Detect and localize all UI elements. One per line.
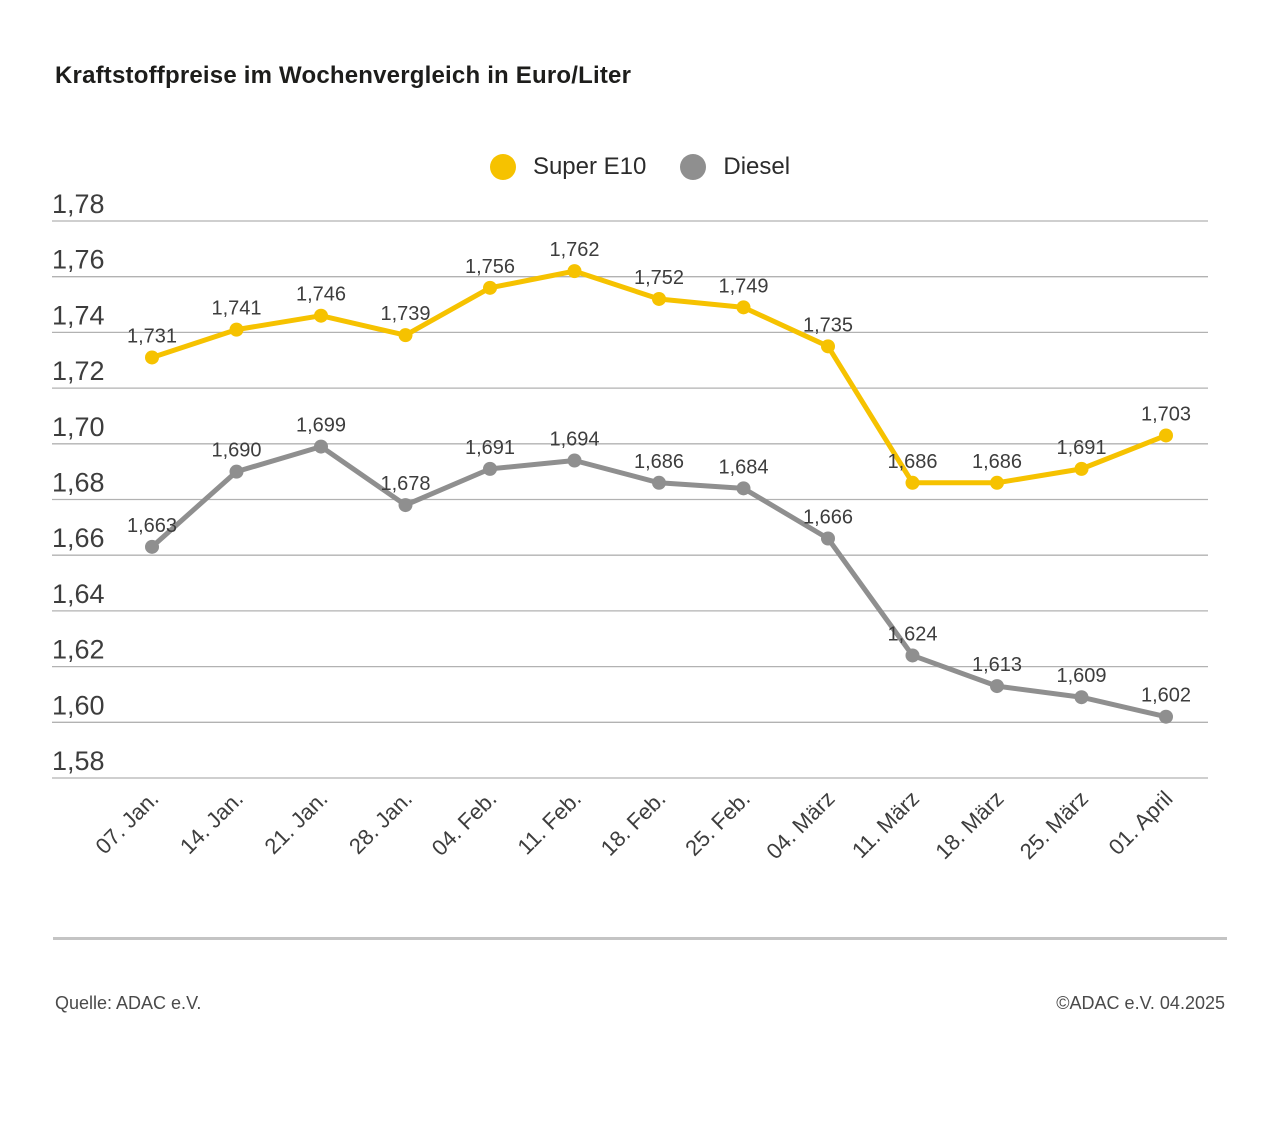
data-point-label: 1,666 — [803, 506, 853, 528]
data-point-label: 1,746 — [296, 284, 346, 306]
x-axis-tick-label: 11. Feb. — [512, 786, 586, 860]
x-axis-tick-label: 25. März — [1015, 786, 1093, 864]
y-axis-tick-label: 1,78 — [52, 189, 105, 219]
data-point-label: 1,678 — [380, 473, 430, 495]
data-point-marker — [567, 264, 582, 279]
data-point-label: 1,694 — [549, 429, 599, 451]
data-point-marker — [1159, 428, 1173, 443]
data-point-marker — [736, 300, 751, 315]
data-point-marker — [905, 648, 920, 663]
y-axis-tick-label: 1,58 — [52, 746, 105, 776]
data-point-label: 1,624 — [887, 623, 937, 645]
data-point-marker — [1074, 461, 1089, 476]
legend-marker-diesel-icon — [680, 154, 707, 180]
data-point-marker — [398, 498, 413, 513]
data-point-marker — [821, 531, 835, 546]
chart-title: Kraftstoffpreise im Wochenvergleich in E… — [55, 62, 632, 89]
x-axis-tick-label: 21. Jan. — [260, 786, 333, 859]
data-point-marker — [990, 679, 1004, 694]
data-point-label: 1,762 — [549, 239, 599, 261]
y-axis-tick-label: 1,60 — [52, 690, 105, 720]
y-axis-tick-label: 1,68 — [52, 468, 105, 498]
x-axis-tick-label: 01. April — [1104, 786, 1178, 860]
data-point-label: 1,684 — [718, 456, 768, 478]
data-point-label: 1,752 — [634, 267, 684, 289]
data-point-marker — [229, 464, 244, 479]
data-point-label: 1,613 — [972, 654, 1022, 676]
data-point-label: 1,663 — [127, 515, 177, 537]
data-point-label: 1,602 — [1141, 685, 1191, 707]
data-point-marker — [314, 439, 328, 454]
data-point-label: 1,686 — [972, 451, 1022, 473]
legend-item-diesel: Diesel — [680, 153, 790, 181]
fuel-price-line-chart: 1,78 1,76 1,74 1,72 1,70 1,68 1,66 1,64 1,62 1,60… — [52, 189, 1208, 864]
data-point-marker — [483, 280, 497, 295]
data-point-marker — [821, 339, 835, 354]
data-point-marker — [736, 481, 751, 496]
x-axis-tick-label: 04. Feb. — [427, 786, 502, 861]
data-point-label: 1,699 — [296, 415, 346, 437]
data-point-marker — [652, 291, 666, 306]
x-axis-tick-label: 25. Feb. — [680, 786, 755, 861]
data-point-label: 1,739 — [380, 303, 430, 325]
x-axis-tick-label: 18. März — [930, 786, 1008, 864]
legend-label-super-e10: Super E10 — [532, 153, 647, 180]
x-axis-tick-label: 11. März — [847, 786, 924, 863]
legend-item-super-e10: Super E10 — [489, 153, 647, 181]
x-axis-tick-label: 14. Jan. — [175, 786, 248, 859]
footer-divider — [53, 937, 1227, 940]
copyright-label: ©ADAC e.V. 04.2025 — [1056, 993, 1225, 1013]
x-axis-tick-label: 18. Feb. — [596, 786, 671, 861]
data-point-label: 1,735 — [803, 314, 853, 336]
y-axis-tick-label: 1,64 — [52, 579, 105, 609]
data-point-marker — [398, 328, 413, 343]
data-point-label: 1,756 — [465, 256, 515, 278]
data-point-marker — [314, 308, 328, 323]
data-point-label: 1,686 — [887, 451, 937, 473]
data-point-label: 1,731 — [127, 325, 177, 347]
data-point-marker — [1074, 690, 1089, 705]
x-axis-tick-label: 28. Jan. — [344, 786, 417, 859]
data-point-marker — [905, 475, 920, 490]
data-point-marker — [990, 475, 1004, 490]
source-label: Quelle: ADAC e.V. — [55, 993, 202, 1013]
y-axis-tick-label: 1,76 — [52, 245, 105, 275]
legend-marker-super-e10-icon — [489, 154, 516, 180]
x-axis-tick-label: 07. Jan. — [91, 786, 164, 859]
data-point-label: 1,703 — [1141, 403, 1191, 425]
chart-legend: Super E10 Diesel — [0, 153, 1280, 181]
data-point-label: 1,609 — [1056, 665, 1106, 687]
y-axis-tick-label: 1,62 — [52, 635, 105, 665]
data-point-marker — [652, 475, 666, 490]
data-point-label: 1,691 — [465, 437, 515, 459]
y-axis-tick-label: 1,72 — [52, 356, 105, 386]
data-point-marker — [229, 322, 244, 337]
data-point-marker — [1159, 709, 1173, 724]
legend-label-diesel: Diesel — [723, 153, 791, 180]
data-point-label: 1,690 — [211, 440, 261, 462]
data-point-label: 1,749 — [718, 275, 768, 297]
y-axis-tick-label: 1,66 — [52, 523, 105, 553]
y-axis-tick-label: 1,70 — [52, 412, 105, 442]
data-point-label: 1,741 — [211, 298, 261, 320]
data-point-marker — [145, 350, 159, 365]
data-point-label: 1,691 — [1056, 437, 1106, 459]
y-axis-tick-label: 1,74 — [52, 300, 105, 330]
data-point-marker — [483, 461, 497, 476]
data-point-marker — [145, 539, 159, 554]
data-point-marker — [567, 453, 582, 468]
x-axis-tick-label: 04. März — [761, 786, 839, 864]
data-point-label: 1,686 — [634, 451, 684, 473]
